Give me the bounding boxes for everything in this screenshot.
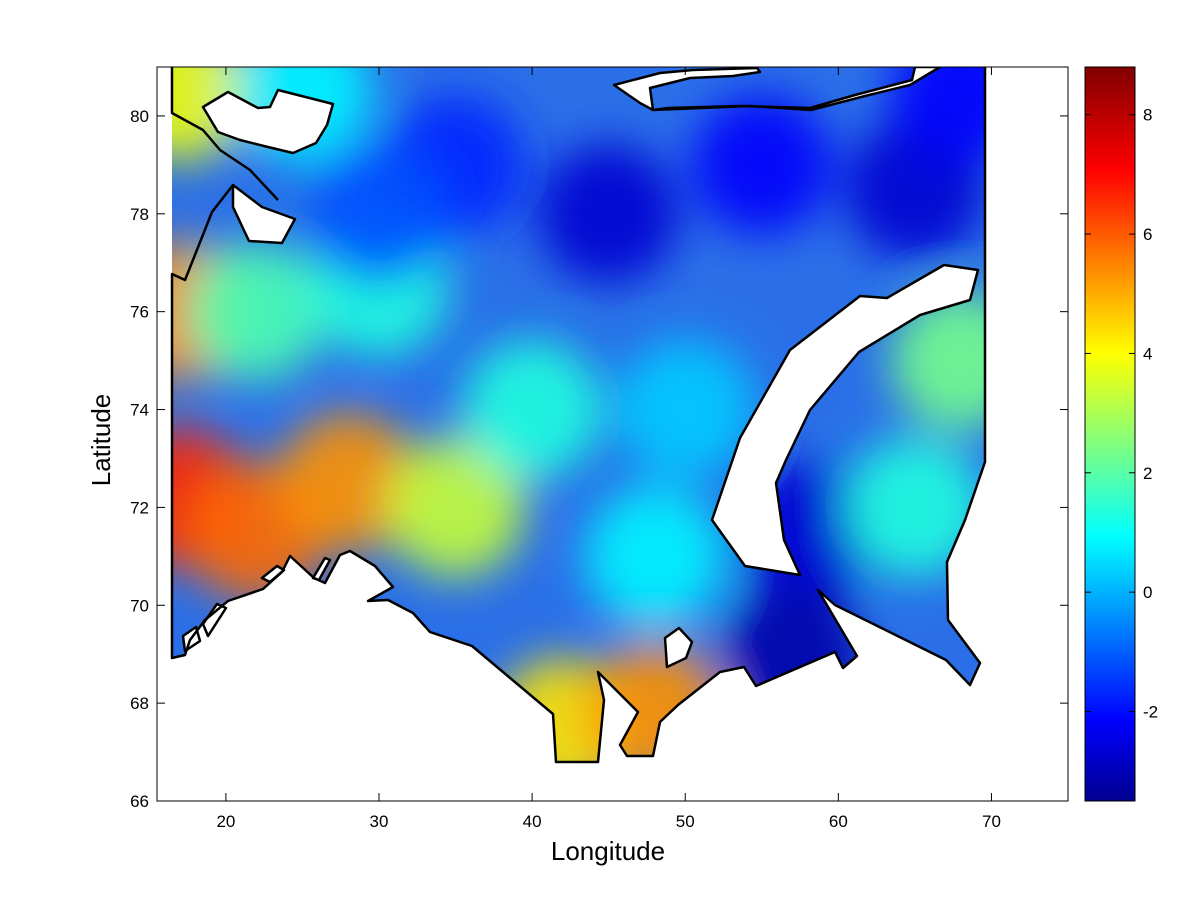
colorbar-tick-label: 6 xyxy=(1143,225,1152,244)
franz-josef-land-east xyxy=(651,67,942,112)
x-tick-label: 60 xyxy=(829,812,848,831)
y-axis-label: Latitude xyxy=(86,394,116,487)
axes-box xyxy=(156,66,1069,802)
x-axis-label: Longitude xyxy=(551,836,665,866)
heatmap-field xyxy=(172,67,985,762)
colorbar-gradient xyxy=(1084,66,1136,802)
colorbar-tick-label: 4 xyxy=(1143,344,1152,363)
y-tick-label: 66 xyxy=(130,792,149,811)
y-tick-label: 70 xyxy=(130,596,149,615)
field-sample-19 xyxy=(691,94,832,235)
field-sample-16 xyxy=(890,290,985,431)
field-sample-11 xyxy=(584,486,725,627)
field-sample-23 xyxy=(309,143,450,284)
land-masses xyxy=(181,67,980,669)
x-tick-label: 20 xyxy=(216,812,235,831)
field-sample-18 xyxy=(538,143,679,284)
field-sample-12 xyxy=(615,339,756,480)
scandinavian-islands-2 xyxy=(201,602,228,638)
colorbar-tick-label: 2 xyxy=(1143,464,1152,483)
field-sample-8 xyxy=(186,241,327,382)
y-tick-label: 74 xyxy=(130,401,149,420)
y-tick-label: 76 xyxy=(130,303,149,322)
y-tick-label: 72 xyxy=(130,498,149,517)
kolguyev-island xyxy=(663,626,694,669)
colorbar-ticks: -2 0 2 4 6 8 xyxy=(1085,106,1158,721)
y-tick-label: 68 xyxy=(130,694,149,713)
colorbar: -2 0 2 4 6 8 xyxy=(1084,66,1158,802)
field-sample-21 xyxy=(890,67,985,162)
svalbard-island xyxy=(231,183,297,245)
x-tick-label: 40 xyxy=(523,812,542,831)
x-tick-label: 70 xyxy=(982,812,1001,831)
field-sample-15 xyxy=(844,437,985,578)
franz-josef-land-west xyxy=(612,67,762,112)
field-sample-5 xyxy=(385,437,526,578)
colorbar-tick-label: 8 xyxy=(1143,106,1152,125)
x-tick-label: 50 xyxy=(676,812,695,831)
y-tick-label: 78 xyxy=(130,205,149,224)
field-sample-2 xyxy=(278,412,419,553)
coastline xyxy=(170,67,987,764)
x-axis: 20 30 40 50 60 70 xyxy=(216,67,1001,831)
field-sample-10 xyxy=(462,339,603,480)
colorbar-tick-label: 0 xyxy=(1143,583,1152,602)
y-axis: 66 68 70 72 74 76 78 80 xyxy=(130,107,1068,811)
colorbar-tick-label: -2 xyxy=(1143,702,1158,721)
x-tick-label: 30 xyxy=(370,812,389,831)
y-tick-label: 80 xyxy=(130,107,149,126)
svalbard-north-island xyxy=(201,88,335,155)
novaya-zemlya xyxy=(710,263,980,577)
